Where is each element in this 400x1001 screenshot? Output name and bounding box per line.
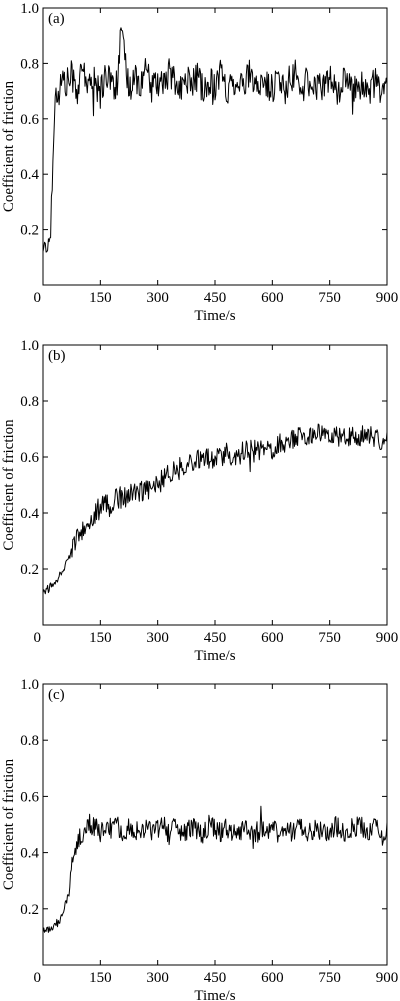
x-tick-label: 450 xyxy=(204,630,227,646)
y-axis-title: Coefficient of friction xyxy=(1,758,17,890)
x-tick-label: 0 xyxy=(34,290,42,306)
x-tick-label: 750 xyxy=(318,970,341,986)
y-tick-label: 1.0 xyxy=(20,677,39,693)
x-tick-label: 300 xyxy=(146,970,169,986)
x-tick-label: 150 xyxy=(89,630,112,646)
series-line-coefficient-of-friction xyxy=(42,423,388,595)
series-line-coefficient-of-friction xyxy=(42,27,388,253)
x-tick-label: 300 xyxy=(146,630,169,646)
x-tick-label: 750 xyxy=(318,290,341,306)
y-tick-label: 1.0 xyxy=(20,1,39,17)
y-tick-label: 0.2 xyxy=(20,223,39,239)
y-tick-label: 0.6 xyxy=(20,112,39,128)
x-axis-title: Time/s xyxy=(194,648,235,664)
x-tick-label: 150 xyxy=(89,290,112,306)
chart-panel-2: 0 150 300 450 600 750 900 0.2 0.4 0.6 0.8 1.0 Time/s… xyxy=(1,338,398,664)
y-tick-label: 0.4 xyxy=(20,167,39,183)
x-axis-title: Time/s xyxy=(194,308,235,324)
plot-frame xyxy=(42,7,388,286)
x-tick-label: 750 xyxy=(318,630,341,646)
y-tick-label: 0.8 xyxy=(20,733,39,749)
x-tick-label: 450 xyxy=(204,290,227,306)
panel-label: (b) xyxy=(48,348,66,364)
y-axis-title: Coefficient of friction xyxy=(1,80,17,212)
chart-panel-3: 0 150 300 450 600 750 900 0.2 0.4 0.6 0.8 1.0 Time/s… xyxy=(1,677,398,1001)
series-line-coefficient-of-friction xyxy=(42,805,388,933)
y-axis-title: Coefficient of friction xyxy=(1,419,17,551)
x-tick-label: 600 xyxy=(261,970,284,986)
x-tick-label: 900 xyxy=(376,290,399,306)
y-tick-label: 0.8 xyxy=(20,56,39,72)
x-tick-label: 450 xyxy=(204,970,227,986)
x-tick-label: 600 xyxy=(261,630,284,646)
y-tick-label: 0.4 xyxy=(20,506,39,522)
panel-label: (a) xyxy=(48,11,65,27)
y-tick-label: 0.4 xyxy=(20,846,39,862)
x-axis-title: Time/s xyxy=(194,988,235,1001)
panel-label: (c) xyxy=(48,687,65,703)
x-tick-label: 900 xyxy=(376,630,399,646)
y-tick-label: 0.2 xyxy=(20,902,39,918)
chart-panel-1: 0 150 300 450 600 750 900 0.2 0.4 0.6 0.8 1.0 Time/s… xyxy=(1,1,398,324)
x-tick-label: 0 xyxy=(34,970,42,986)
y-tick-label: 0.8 xyxy=(20,394,39,410)
x-tick-label: 900 xyxy=(376,970,399,986)
y-tick-label: 0.2 xyxy=(20,562,39,578)
x-tick-label: 300 xyxy=(146,290,169,306)
y-tick-label: 0.6 xyxy=(20,789,39,805)
y-tick-label: 0.6 xyxy=(20,450,39,466)
plot-frame xyxy=(42,344,388,626)
x-tick-label: 0 xyxy=(34,630,42,646)
x-tick-label: 600 xyxy=(261,290,284,306)
x-tick-label: 150 xyxy=(89,970,112,986)
y-tick-label: 1.0 xyxy=(20,338,39,354)
